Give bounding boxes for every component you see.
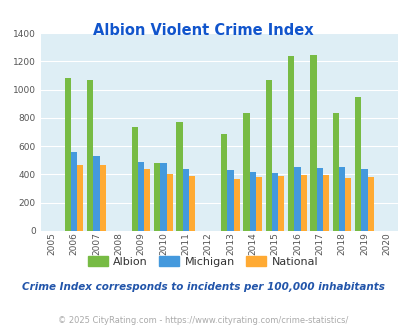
Bar	[160, 163, 166, 231]
Bar	[271, 173, 277, 231]
Bar	[294, 167, 300, 231]
Bar	[99, 165, 106, 231]
Bar	[300, 175, 306, 231]
Bar	[144, 170, 150, 231]
Bar	[233, 180, 239, 231]
Bar	[255, 177, 262, 231]
Bar	[182, 169, 188, 231]
Bar	[265, 80, 271, 231]
Bar	[360, 170, 367, 231]
Legend: Albion, Michigan, National: Albion, Michigan, National	[83, 251, 322, 271]
Bar	[277, 176, 284, 231]
Bar	[64, 78, 71, 231]
Bar	[138, 162, 144, 231]
Bar	[249, 172, 255, 231]
Bar	[344, 178, 351, 231]
Bar	[71, 152, 77, 231]
Bar	[332, 113, 338, 231]
Bar	[243, 113, 249, 231]
Bar	[287, 56, 294, 231]
Bar	[77, 165, 83, 231]
Bar	[176, 122, 182, 231]
Bar	[338, 167, 344, 231]
Text: Crime Index corresponds to incidents per 100,000 inhabitants: Crime Index corresponds to incidents per…	[21, 282, 384, 292]
Bar	[309, 55, 316, 231]
Bar	[220, 134, 227, 231]
Text: © 2025 CityRating.com - https://www.cityrating.com/crime-statistics/: © 2025 CityRating.com - https://www.city…	[58, 315, 347, 325]
Bar	[153, 163, 160, 231]
Bar	[131, 127, 138, 231]
Bar	[188, 176, 195, 231]
Bar	[93, 156, 99, 231]
Bar	[166, 175, 173, 231]
Bar	[322, 175, 328, 231]
Bar	[316, 168, 322, 231]
Bar	[227, 170, 233, 231]
Bar	[367, 177, 373, 231]
Text: Albion Violent Crime Index: Albion Violent Crime Index	[92, 23, 313, 38]
Bar	[354, 97, 360, 231]
Bar	[87, 80, 93, 231]
